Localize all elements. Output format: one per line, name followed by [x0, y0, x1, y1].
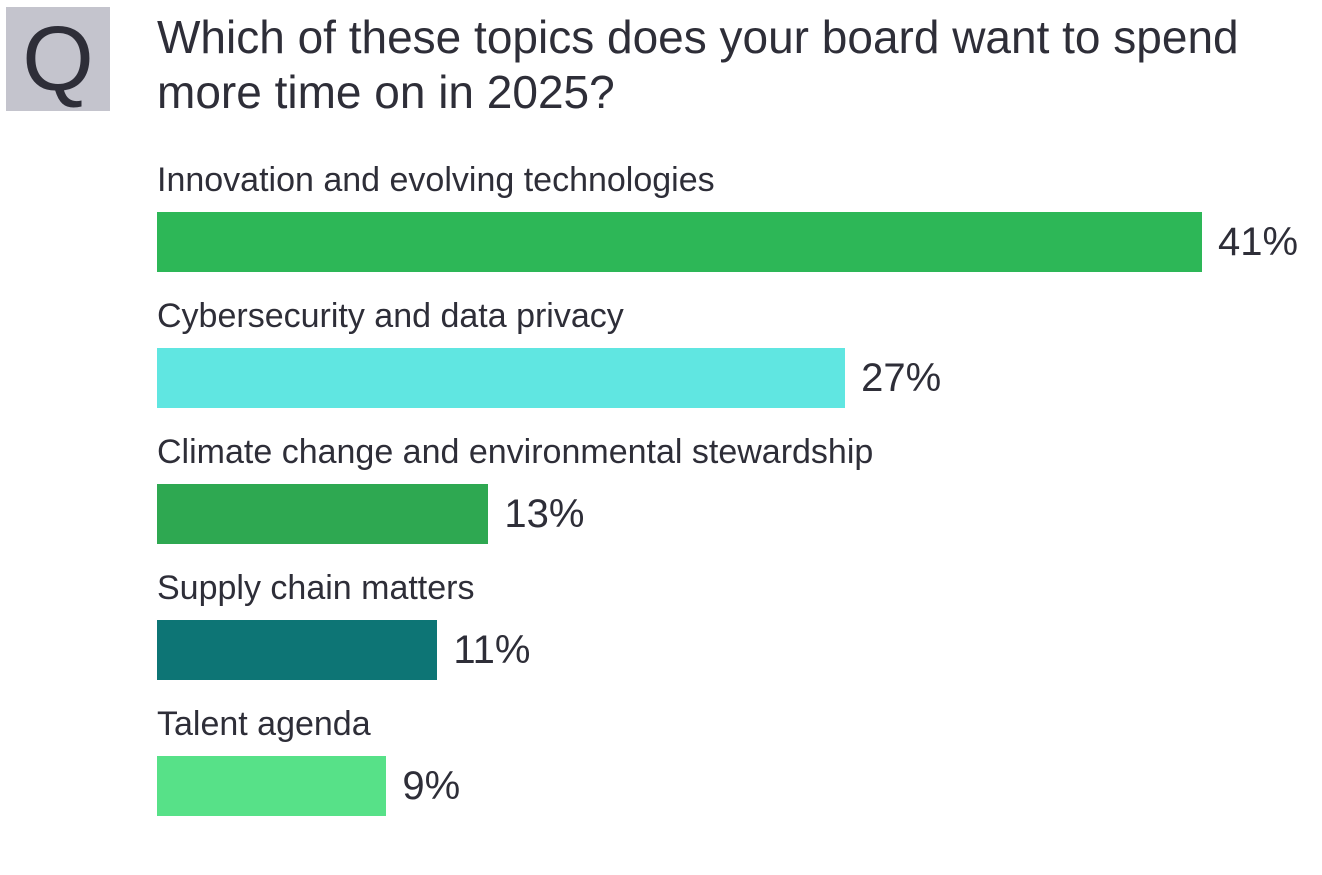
bar	[157, 484, 489, 544]
bar	[157, 212, 1202, 272]
category-label: Innovation and evolving technologies	[157, 161, 715, 199]
category-label: Climate change and environmental steward…	[157, 433, 874, 471]
question-marker: Q	[6, 7, 110, 111]
category-label: Cybersecurity and data privacy	[157, 297, 624, 335]
category-label: Supply chain matters	[157, 569, 475, 607]
bar	[157, 756, 387, 816]
bar	[157, 348, 846, 408]
category-label: Talent agenda	[157, 705, 371, 743]
value-label: 13%	[504, 492, 585, 536]
value-label: 11%	[453, 628, 531, 672]
value-label: 9%	[402, 764, 461, 808]
value-label: 41%	[1218, 220, 1299, 264]
chart-title: Which of these topics does your board wa…	[157, 11, 1239, 118]
value-label: 27%	[861, 356, 942, 400]
bar	[157, 620, 438, 680]
